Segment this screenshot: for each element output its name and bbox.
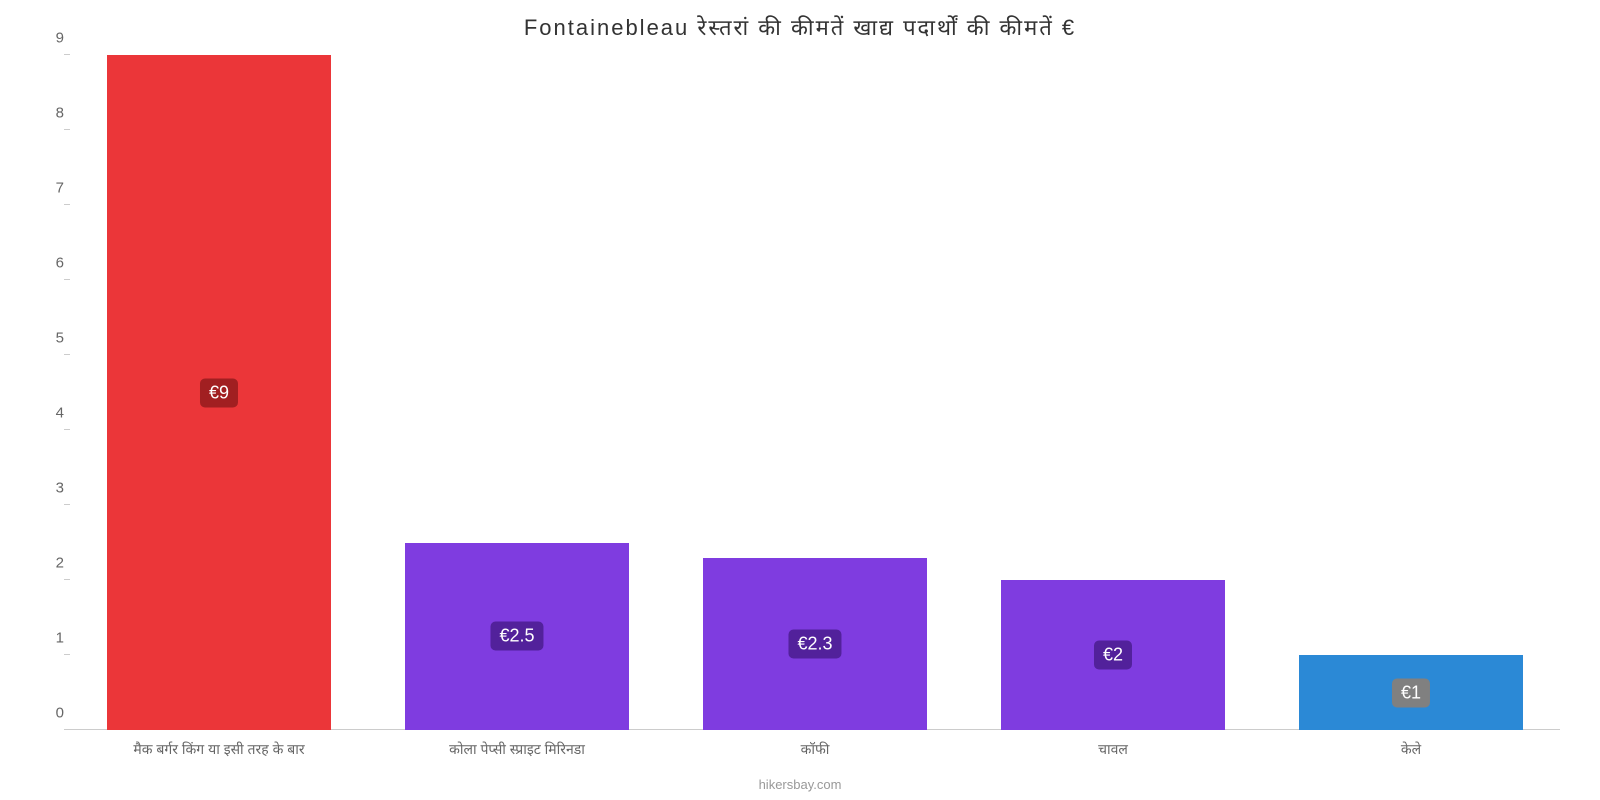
bar-slot: €1केले — [1262, 55, 1560, 730]
x-category-label: कॉफी — [801, 740, 830, 759]
y-tick-label: 7 — [30, 180, 64, 197]
bar-slot: €2चावल — [964, 55, 1262, 730]
y-tick-label: 4 — [30, 405, 64, 422]
plot-area: 0123456789 €9मैक बर्गर किंग या इसी तरह क… — [70, 55, 1560, 730]
chart-credit: hikersbay.com — [0, 777, 1600, 792]
chart-title: Fontainebleau रेस्तरां की कीमतें खाद्य प… — [0, 12, 1600, 42]
bar-value-badge: €2 — [1094, 641, 1132, 670]
chart-container: Fontainebleau रेस्तरां की कीमतें खाद्य प… — [0, 0, 1600, 800]
x-category-label: केले — [1401, 740, 1421, 759]
y-tick-label: 6 — [30, 255, 64, 272]
y-tick-label: 5 — [30, 330, 64, 347]
y-tick-label: 3 — [30, 480, 64, 497]
bar-slot: €2.3कॉफी — [666, 55, 964, 730]
bar-value-badge: €9 — [200, 378, 238, 407]
y-tick-label: 8 — [30, 105, 64, 122]
y-tick-label: 2 — [30, 555, 64, 572]
y-tick-label: 0 — [30, 705, 64, 722]
x-category-label: चावल — [1098, 740, 1128, 759]
y-tick-label: 9 — [30, 30, 64, 47]
bar-value-badge: €2.5 — [490, 622, 543, 651]
bar-value-badge: €2.3 — [788, 629, 841, 658]
bar-slot: €2.5कोला पेप्सी स्प्राइट मिरिनडा — [368, 55, 666, 730]
bars-area: €9मैक बर्गर किंग या इसी तरह के बार€2.5को… — [70, 55, 1560, 730]
bar-slot: €9मैक बर्गर किंग या इसी तरह के बार — [70, 55, 368, 730]
y-tick-label: 1 — [30, 630, 64, 647]
bar-value-badge: €1 — [1392, 678, 1430, 707]
x-category-label: कोला पेप्सी स्प्राइट मिरिनडा — [449, 740, 585, 759]
x-category-label: मैक बर्गर किंग या इसी तरह के बार — [133, 740, 304, 759]
